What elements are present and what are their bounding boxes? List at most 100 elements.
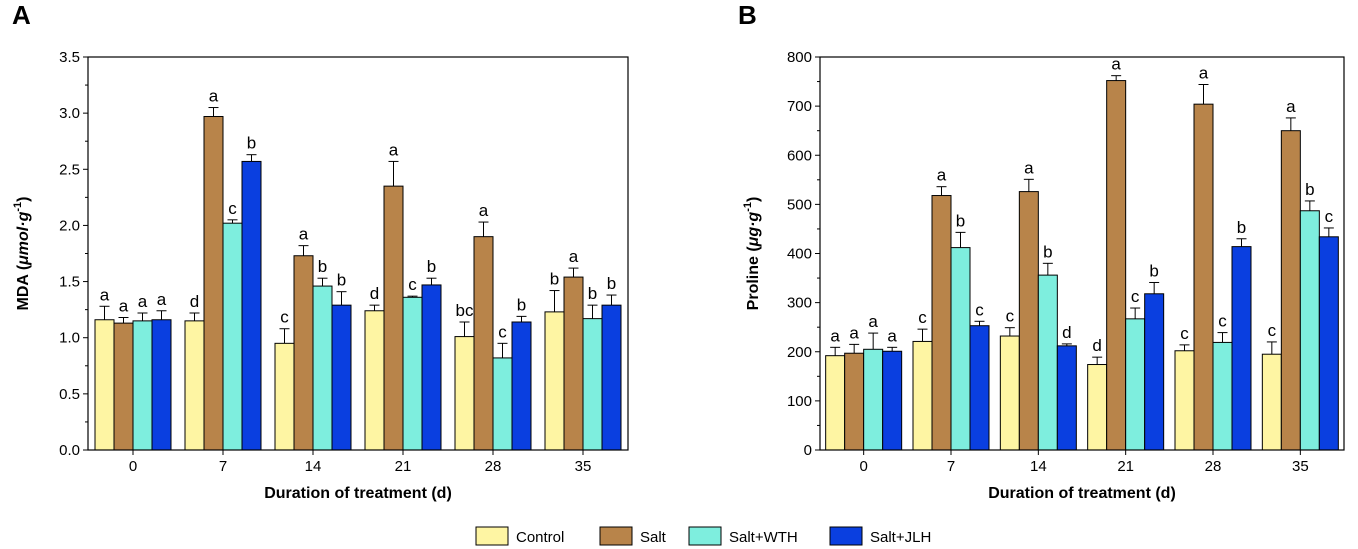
significance-letter: a bbox=[389, 140, 399, 159]
significance-letter: b bbox=[247, 134, 256, 153]
legend-swatch-salt-wth bbox=[688, 526, 722, 546]
y-axis-title: MDA (μmol·g-1) bbox=[12, 197, 32, 311]
bar-salt-jlh-day-14 bbox=[1056, 345, 1077, 451]
x-tick-label: 28 bbox=[485, 458, 502, 475]
bar-salt-wth-day-7 bbox=[950, 247, 971, 451]
significance-letter: b bbox=[427, 257, 436, 276]
x-tick-label: 35 bbox=[575, 458, 592, 475]
bar-salt-wth-day-0 bbox=[132, 320, 153, 451]
y-axis-title-unit: μg·g bbox=[745, 212, 762, 248]
y-tick-label: 1.5 bbox=[59, 274, 80, 291]
significance-letter: d bbox=[370, 284, 379, 303]
significance-letter: c bbox=[498, 322, 507, 341]
y-axis-title-superscript: -1 bbox=[12, 202, 24, 212]
bar-salt-wth-day-28 bbox=[492, 357, 513, 451]
y-tick-label: 3.5 bbox=[59, 49, 80, 66]
significance-letter: b bbox=[1149, 261, 1158, 280]
significance-letter: a bbox=[868, 312, 878, 331]
y-axis-title-suffix: ) bbox=[15, 197, 32, 202]
significance-letter: b bbox=[588, 284, 597, 303]
bar-control-day-28 bbox=[1174, 350, 1195, 451]
bar-control-day-14 bbox=[999, 335, 1020, 451]
x-tick-label: 21 bbox=[1117, 458, 1134, 475]
bar-salt-wth-day-21 bbox=[1125, 318, 1146, 451]
bar-salt-day-7 bbox=[931, 195, 952, 451]
significance-letter: b bbox=[1305, 180, 1314, 199]
significance-letter: a bbox=[1024, 158, 1034, 177]
bar-salt-day-0 bbox=[844, 352, 865, 451]
legend-label: Control bbox=[516, 529, 564, 546]
significance-letter: a bbox=[569, 247, 579, 266]
significance-letter: a bbox=[1199, 64, 1209, 83]
bar-salt-day-28 bbox=[473, 236, 494, 451]
significance-letter: b bbox=[550, 270, 559, 289]
significance-letter: b bbox=[1237, 218, 1246, 237]
y-tick-label: 0 bbox=[804, 442, 812, 459]
legend-label: Salt+JLH bbox=[870, 529, 931, 546]
y-tick-label: 1.0 bbox=[59, 330, 80, 347]
significance-letter: a bbox=[830, 326, 840, 345]
significance-letter: a bbox=[887, 326, 897, 345]
legend-swatch-control bbox=[475, 526, 509, 546]
panel-b-chart: Ba aaa0cabc7cabd14dacb21cacb28cabc3501002… bbox=[738, 0, 1345, 502]
significance-letter: b bbox=[318, 257, 327, 276]
y-tick-label: 200 bbox=[787, 344, 812, 361]
significance-letter: c bbox=[408, 275, 417, 294]
bar-salt-day-35 bbox=[1280, 130, 1301, 451]
bar-salt-jlh-day-21 bbox=[1144, 293, 1165, 451]
bar-salt-jlh-day-35 bbox=[1318, 236, 1339, 451]
bar-salt-wth-day-35 bbox=[582, 318, 603, 451]
x-axis-title: Duration of treatment (d) bbox=[988, 485, 1176, 502]
significance-letter: a bbox=[1286, 97, 1296, 116]
x-tick-label: 28 bbox=[1205, 458, 1222, 475]
y-axis-title-prefix: MDA ( bbox=[15, 264, 32, 310]
y-axis-title-suffix: ) bbox=[745, 197, 762, 202]
bar-salt-day-21 bbox=[1106, 80, 1127, 451]
bar-control-day-21 bbox=[1087, 364, 1108, 451]
bar-control-day-7 bbox=[184, 320, 205, 451]
y-axis-title-unit: μmol·g bbox=[15, 211, 32, 265]
significance-letter: a bbox=[209, 87, 219, 106]
bar-control-day-28 bbox=[454, 336, 475, 451]
significance-letter: a bbox=[849, 323, 859, 342]
bar-salt-wth-day-0 bbox=[863, 348, 884, 451]
bar-salt-day-14 bbox=[1018, 191, 1039, 451]
significance-letter: a bbox=[299, 225, 309, 244]
significance-letter: c bbox=[1180, 324, 1189, 343]
bar-salt-wth-day-14 bbox=[312, 285, 333, 451]
legend-swatch-salt bbox=[599, 526, 633, 546]
bar-salt-wth-day-35 bbox=[1299, 210, 1320, 451]
y-tick-label: 500 bbox=[787, 196, 812, 213]
bar-salt-day-21 bbox=[383, 185, 404, 451]
significance-letter: c bbox=[228, 199, 237, 218]
bar-control-day-21 bbox=[364, 310, 385, 451]
bar-salt-jlh-day-35 bbox=[601, 304, 622, 451]
y-tick-label: 2.0 bbox=[59, 217, 80, 234]
significance-letter: c bbox=[1218, 312, 1227, 331]
bar-control-day-7 bbox=[912, 340, 933, 451]
bar-salt-day-14 bbox=[293, 255, 314, 451]
legend-swatch-salt-jlh bbox=[829, 526, 863, 546]
y-axis-title-prefix: Proline ( bbox=[745, 246, 762, 311]
y-tick-label: 800 bbox=[787, 49, 812, 66]
y-tick-label: 2.5 bbox=[59, 161, 80, 178]
bar-salt-jlh-day-21 bbox=[421, 284, 442, 451]
bar-salt-wth-day-14 bbox=[1037, 274, 1058, 451]
significance-letter: d bbox=[1092, 336, 1101, 355]
y-tick-label: 0.5 bbox=[59, 386, 80, 403]
significance-letter: b bbox=[607, 274, 616, 293]
panel-a-chart: Aaa a a0dacb7cabb14dacb21bcacb28babb350.00… bbox=[12, 0, 629, 502]
y-tick-label: 100 bbox=[787, 393, 812, 410]
bar-control-day-0 bbox=[825, 355, 846, 451]
significance-letter: b bbox=[337, 271, 346, 290]
significance-letter: a bbox=[937, 166, 947, 185]
significance-letter: a bbox=[479, 201, 489, 220]
x-tick-label: 0 bbox=[129, 458, 137, 475]
x-tick-label: 21 bbox=[395, 458, 412, 475]
bar-salt-day-35 bbox=[563, 276, 584, 451]
legend: Control Salt Salt+WTH Salt+JLH bbox=[475, 526, 931, 546]
y-tick-label: 3.0 bbox=[59, 105, 80, 122]
y-tick-label: 400 bbox=[787, 246, 812, 263]
bar-control-day-35 bbox=[1261, 353, 1282, 451]
